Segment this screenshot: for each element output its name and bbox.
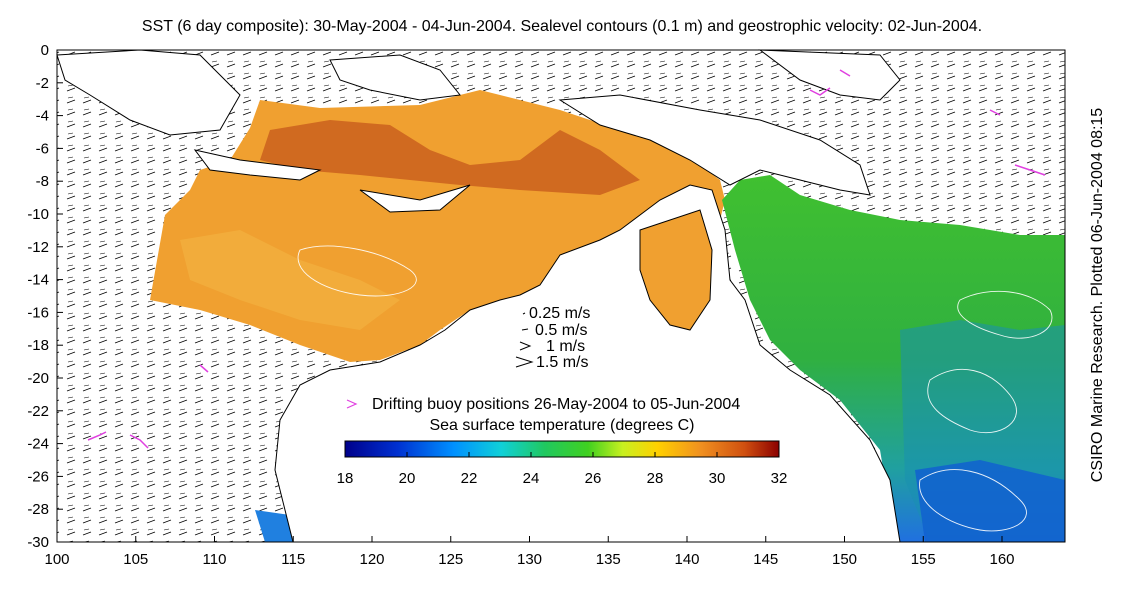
colorbar-tick-label: 22 [461, 470, 478, 487]
y-tick-label: -12 [27, 239, 49, 256]
y-tick-label: -24 [27, 436, 49, 453]
contour-line [297, 245, 417, 297]
colorbar-gradient [344, 440, 780, 458]
colorbar-tick-label: 18 [337, 470, 354, 487]
velocity-scale-legend: 0.25 m/s 0.5 m/s 1 m/s 1.5 m/s [515, 305, 590, 371]
contour-line [957, 290, 1053, 339]
sst-west-coast-patch [255, 510, 295, 542]
colorbar-tick-label: 20 [399, 470, 416, 487]
buoy-track [1014, 164, 1046, 176]
x-tick-label: 115 [281, 551, 305, 568]
x-tick-label: 100 [44, 551, 69, 568]
axes-frame [56, 49, 1066, 543]
x-tick-label: 155 [911, 551, 936, 568]
colorbar-tick-label: 32 [771, 470, 788, 487]
y-tick-label: -16 [27, 304, 49, 321]
y-tick-label: -30 [27, 534, 49, 551]
buoy-tracks [87, 69, 1046, 449]
map-title: SST (6 day composite): 30-May-2004 - 04-… [141, 18, 983, 35]
gulf-of-carpentaria-water [639, 209, 713, 331]
colorbar-tick-label: 24 [523, 470, 540, 487]
y-tick-label: -22 [27, 403, 49, 420]
y-tick-label: 0 [41, 42, 49, 59]
y-tick-label: -8 [36, 173, 49, 190]
x-axis: 100 105 110 115 120 125 130 135 140 145 150 155 160 [44, 536, 1015, 568]
contour-line [919, 469, 1027, 532]
y-tick-label: -6 [36, 140, 49, 157]
buoy-legend-marker [346, 399, 358, 409]
x-tick-label: 130 [517, 551, 542, 568]
buoy-track [809, 87, 831, 96]
buoy-track [199, 364, 209, 373]
x-tick-label: 120 [359, 551, 384, 568]
velocity-arrow-1 [519, 341, 532, 351]
y-tick-label: -10 [27, 206, 49, 223]
x-tick-label: 160 [989, 551, 1014, 568]
x-tick-label: 125 [438, 551, 463, 568]
y-axis: 0 -2 -4 -6 -8 -10 -12 -14 -16 -18 -20 -22 -24 -26 -28 -… [27, 42, 63, 551]
y-tick-label: -14 [27, 272, 49, 289]
colorbar: Sea surface temperature (degrees C) 18 20… [337, 417, 788, 487]
sealevel-contours [297, 245, 1053, 532]
plot-credit-note: CSIRO Marine Research. Plotted 06-Jun-20… [1089, 107, 1106, 483]
velocity-label: 0.5 m/s [535, 322, 587, 339]
velocity-arrow-0-5 [521, 328, 529, 331]
colorbar-title: Sea surface temperature (degrees C) [429, 417, 694, 434]
colorbar-ticks: 18 20 22 24 26 28 30 32 [337, 452, 788, 487]
buoy-track [989, 109, 1001, 116]
y-tick-label: -2 [36, 75, 49, 92]
contour-line [927, 368, 1017, 434]
solomon-land [758, 49, 901, 101]
borneo-sumatra-land [56, 49, 241, 136]
colorbar-tick-label: 30 [709, 470, 726, 487]
buoy-track [129, 434, 149, 449]
x-tick-label: 110 [203, 551, 227, 568]
velocity-label: 0.25 m/s [529, 305, 590, 322]
colorbar-tick-label: 28 [647, 470, 664, 487]
sst-warm-patch [180, 230, 400, 330]
y-tick-label: -20 [27, 370, 49, 387]
sst-hot-region [260, 120, 640, 195]
colorbar-tick-label: 26 [585, 470, 602, 487]
x-tick-label: 140 [674, 551, 699, 568]
buoy-track [87, 431, 107, 441]
x-tick-label: 150 [832, 551, 857, 568]
sst-field [150, 90, 1065, 542]
timor-land [359, 184, 471, 213]
velocity-label: 1 m/s [546, 338, 585, 355]
velocity-arrow-1-5 [515, 356, 534, 368]
x-tick-label: 105 [123, 551, 148, 568]
y-tick-label: -26 [27, 468, 49, 485]
new-guinea-land [558, 94, 871, 196]
java-land [193, 149, 322, 181]
x-tick-label: 135 [596, 551, 621, 568]
velocity-arrow-0-25 [522, 312, 526, 315]
x-tick-label: 145 [753, 551, 778, 568]
y-tick-label: -18 [27, 337, 49, 354]
y-tick-label: -28 [27, 501, 49, 518]
velocity-label: 1.5 m/s [536, 354, 588, 371]
buoy-track [839, 69, 851, 77]
y-tick-label: -4 [36, 108, 49, 125]
buoy-legend-label: Drifting buoy positions 26-May-2004 to 0… [372, 396, 740, 413]
buoy-legend: Drifting buoy positions 26-May-2004 to 0… [346, 396, 740, 413]
sulawesi-land [329, 54, 461, 101]
